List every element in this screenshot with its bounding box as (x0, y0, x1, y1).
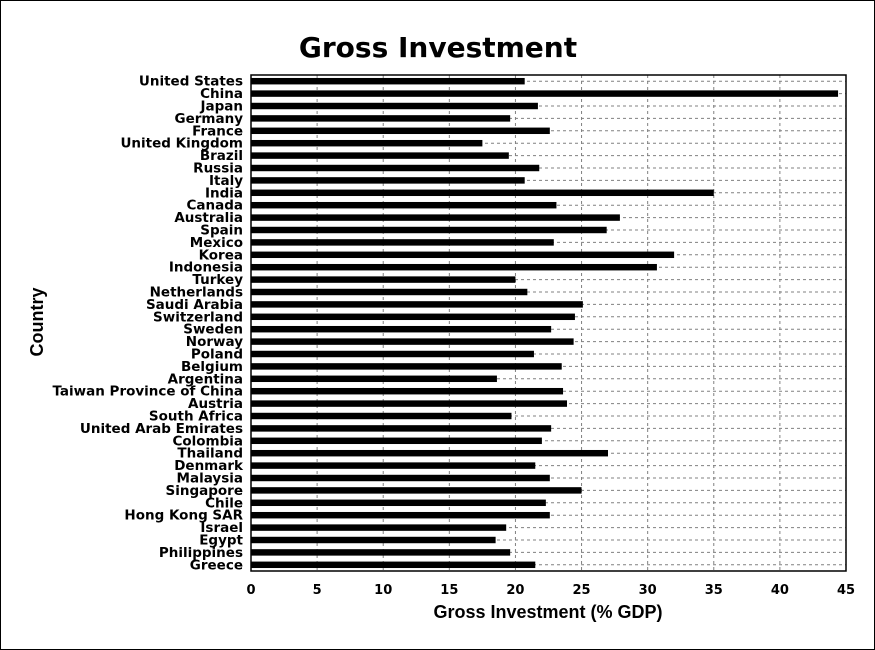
bar (251, 325, 552, 333)
bar (251, 462, 536, 469)
category-label: Korea (199, 247, 243, 263)
bar (251, 425, 552, 432)
x-tick-label: 25 (573, 583, 591, 598)
category-label: Spain (200, 223, 243, 239)
x-tick-label: 0 (246, 583, 255, 598)
bar (251, 201, 557, 209)
plot-area-border (250, 74, 847, 572)
bar (251, 437, 542, 445)
bar (251, 387, 564, 395)
category-label: United Arab Emirates (80, 421, 243, 437)
bar (251, 524, 507, 531)
x-tick-label: 20 (506, 583, 524, 598)
category-label: Russia (193, 161, 243, 177)
bar (251, 412, 512, 420)
bar (251, 77, 525, 85)
category-label: Singapore (166, 483, 244, 499)
bar (251, 177, 525, 184)
bar (251, 189, 714, 197)
category-label: Philippines (159, 545, 243, 561)
category-label: Egypt (199, 533, 243, 549)
x-tick-label: 10 (374, 583, 392, 598)
bar (251, 536, 496, 544)
x-tick-label: 5 (313, 583, 322, 598)
grid-lines (251, 75, 846, 571)
category-label: Turkey (192, 272, 243, 288)
bar (251, 226, 607, 234)
category-label: Norway (186, 334, 243, 350)
x-tick-label: 15 (440, 583, 458, 598)
bar (251, 127, 550, 135)
bar (251, 375, 497, 383)
category-label: Colombia (172, 433, 243, 449)
category-label: China (200, 86, 243, 102)
category-label: Greece (190, 557, 243, 573)
x-tick-label: 40 (771, 583, 789, 598)
bar (251, 263, 657, 271)
bar (251, 239, 554, 246)
x-tick-label: 45 (837, 583, 855, 598)
bar (251, 90, 839, 97)
bar (251, 487, 582, 494)
bar (251, 139, 483, 147)
category-label: Brazil (200, 148, 243, 164)
category-label: Japan (199, 99, 243, 115)
category-label: Sweden (183, 322, 243, 338)
category-label: Indonesia (169, 260, 243, 276)
bar (251, 301, 583, 308)
category-label: Saudi Arabia (146, 297, 243, 313)
category-label: Poland (191, 347, 243, 363)
category-label: Taiwan Province of China (52, 384, 243, 400)
bar (251, 338, 574, 345)
bar (251, 288, 528, 296)
bar (251, 363, 562, 370)
bar (251, 115, 511, 122)
category-label: Argentina (168, 371, 243, 387)
bar (251, 214, 620, 221)
category-label: South Africa (149, 409, 243, 425)
category-label: Thailand (177, 446, 243, 462)
y-axis-title: Country (27, 288, 47, 357)
category-label: United Kingdom (120, 136, 243, 152)
category-label: Italy (209, 173, 243, 189)
bars (251, 77, 839, 569)
bar (251, 313, 575, 321)
category-label: Germany (175, 111, 244, 127)
category-label: Mexico (190, 235, 243, 251)
category-label: Denmark (174, 458, 244, 474)
category-label: Australia (174, 210, 243, 226)
category-label: France (192, 123, 243, 139)
x-tick-labels: 0 5 10 15 20 25 30 35 40 45 (246, 583, 855, 598)
chart-title: Gross Investment (299, 31, 577, 64)
category-label: Israel (200, 520, 243, 536)
bar (251, 449, 608, 457)
bar (251, 276, 516, 283)
category-label: Malaysia (177, 471, 243, 487)
bar (251, 102, 538, 110)
bar (251, 474, 550, 482)
category-label: Netherlands (150, 285, 243, 301)
category-label: India (205, 185, 243, 201)
category-label: Chile (205, 495, 243, 511)
bar (251, 152, 509, 159)
bar (251, 511, 550, 519)
bar (251, 164, 540, 172)
bar (251, 350, 534, 358)
bar (251, 400, 568, 407)
bar (251, 499, 546, 507)
x-tick-label: 30 (639, 583, 657, 598)
category-label: Switzerland (153, 309, 243, 325)
bar (251, 549, 511, 556)
category-label: United States (139, 74, 243, 90)
category-label: Canada (186, 198, 243, 214)
x-tick-label: 35 (705, 583, 723, 598)
category-label: Belgium (181, 359, 243, 375)
category-label: Austria (188, 396, 243, 412)
category-labels: United StatesChinaJapanGermanyFranceUnit… (52, 74, 244, 574)
x-axis-title: Gross Investment (% GDP) (433, 602, 662, 622)
bar (251, 561, 536, 569)
category-label: Hong Kong SAR (124, 508, 243, 524)
bar (251, 251, 675, 259)
